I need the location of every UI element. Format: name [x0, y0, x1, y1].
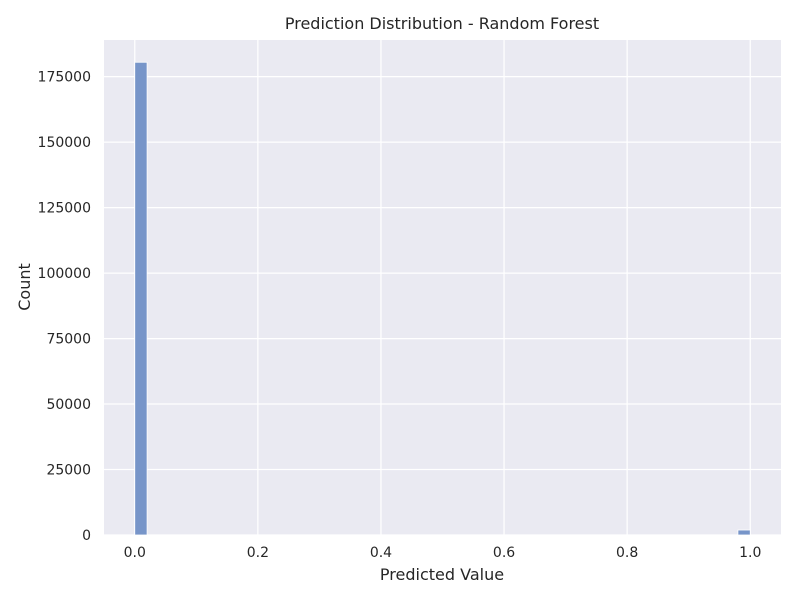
y-tick-label: 0	[82, 528, 91, 544]
chart-title: Prediction Distribution - Random Forest	[285, 14, 599, 33]
x-tick-label: 0.2	[247, 545, 269, 561]
y-tick-label: 75000	[46, 332, 91, 348]
histogram-bars	[134, 61, 751, 536]
x-tick-label: 1.0	[739, 545, 761, 561]
x-axis-title: Predicted Value	[380, 565, 504, 584]
y-tick-label: 125000	[38, 201, 91, 217]
grid-lines	[104, 40, 781, 536]
histogram-bar	[737, 529, 751, 536]
y-axis-title: Count	[15, 263, 34, 311]
x-axis-ticks: 0.0 0.2 0.4 0.6 0.8 1.0	[124, 545, 762, 561]
y-tick-label: 150000	[38, 135, 91, 151]
x-tick-label: 0.8	[616, 545, 638, 561]
x-tick-label: 0.0	[124, 545, 146, 561]
plot-area	[104, 40, 781, 535]
y-tick-label: 175000	[38, 70, 91, 86]
x-tick-label: 0.4	[370, 545, 392, 561]
x-tick-label: 0.6	[493, 545, 515, 561]
histogram-bar	[134, 61, 148, 536]
y-axis-ticks: 0 25000 50000 75000 100000 125000 150000 175000	[38, 70, 91, 544]
y-tick-label: 25000	[46, 463, 91, 479]
y-tick-label: 50000	[46, 397, 91, 413]
y-tick-label: 100000	[38, 266, 91, 282]
